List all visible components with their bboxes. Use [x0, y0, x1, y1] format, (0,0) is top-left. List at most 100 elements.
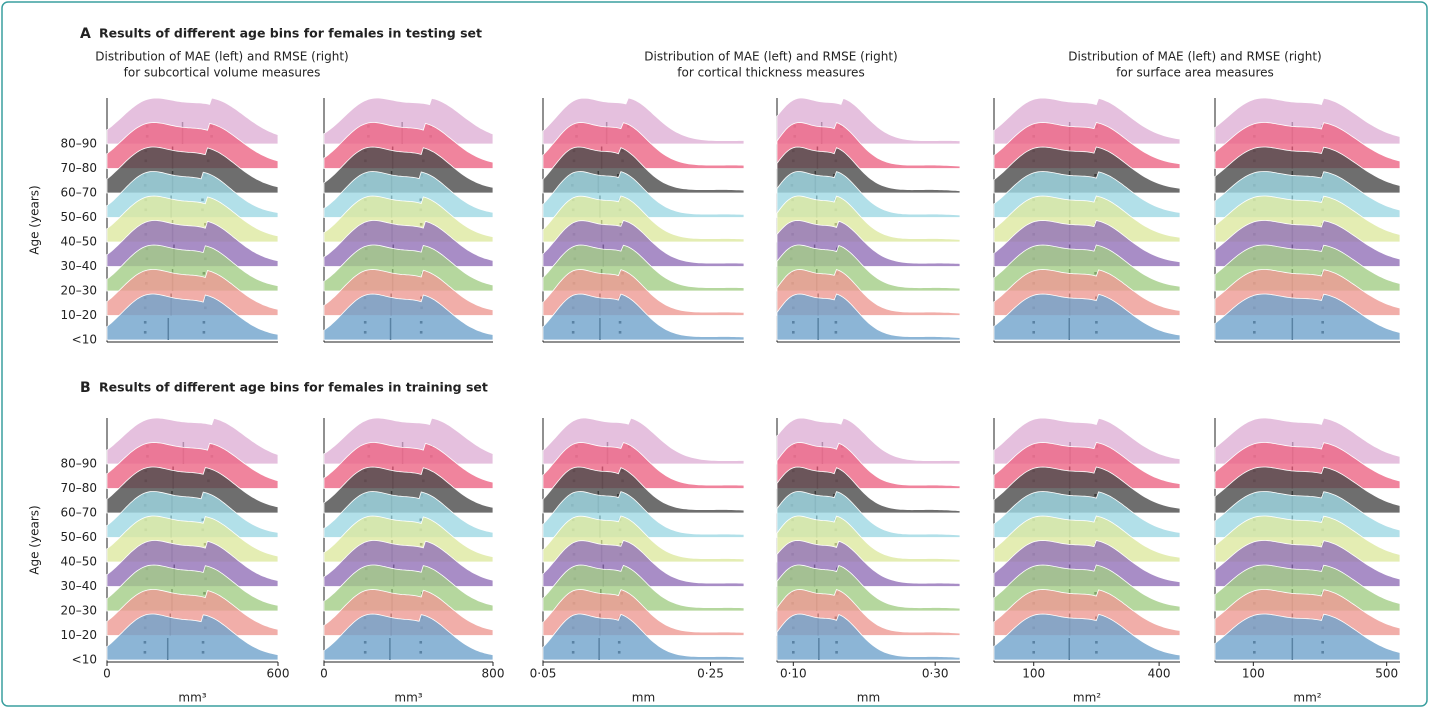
- section-title: Results of different age bins for female…: [99, 380, 488, 395]
- dot: [363, 331, 367, 334]
- y-tick-label: 70–80: [60, 481, 97, 495]
- subtitle: Distribution of MAE (left) and RMSE (rig…: [644, 50, 897, 64]
- quantile-dots: [201, 641, 205, 654]
- dot: [1095, 651, 1098, 654]
- y-tick-label: 50–60: [60, 210, 97, 224]
- quantile-dots: [617, 641, 621, 654]
- dot: [792, 331, 795, 334]
- subtitle: for subcortical volume measures: [124, 66, 321, 80]
- dot: [419, 331, 423, 334]
- ridge: [776, 293, 961, 341]
- y-tick-label: 20–30: [60, 604, 97, 618]
- dot: [617, 651, 621, 654]
- y-tick-label: 20–30: [60, 284, 97, 298]
- ridge: [323, 293, 494, 341]
- quantile-dots: [419, 321, 423, 334]
- quantile-dots: [363, 321, 367, 334]
- x-tick-label: 0·25: [697, 667, 724, 681]
- dot: [833, 174, 836, 177]
- section-title: Results of different age bins for female…: [99, 26, 482, 41]
- dot: [1321, 321, 1324, 324]
- quantile-dots: [202, 321, 206, 334]
- quantile-dots: [1253, 641, 1256, 654]
- dot: [363, 641, 367, 644]
- dot: [419, 223, 423, 226]
- dot: [143, 331, 147, 334]
- dot: [1095, 616, 1098, 620]
- dot: [834, 543, 838, 546]
- y-tick-label: 70–80: [60, 161, 97, 175]
- y-tick-label: 60–70: [60, 506, 97, 520]
- quantile-dots: [143, 641, 147, 654]
- dot: [1321, 641, 1324, 644]
- x-tick-label: 500: [1375, 667, 1398, 681]
- x-axis-label: mm³: [394, 691, 422, 705]
- quantile-dots: [571, 321, 575, 334]
- dot: [1094, 592, 1097, 595]
- dot: [571, 321, 575, 324]
- dot: [201, 651, 205, 654]
- dot: [204, 223, 207, 226]
- quantile-dots: [419, 641, 423, 654]
- quantile-dots: [1032, 641, 1036, 654]
- quantile-dots: [792, 641, 795, 654]
- quantile-dots: [835, 641, 838, 654]
- ridge: [106, 613, 279, 661]
- quantile-dots: [1095, 641, 1098, 654]
- dot: [202, 321, 206, 324]
- y-tick-label: 40–50: [60, 555, 97, 569]
- subtitle: for surface area measures: [1116, 66, 1274, 80]
- ridge: [1214, 613, 1401, 661]
- dot: [619, 543, 623, 546]
- x-tick-label: 800: [482, 667, 505, 681]
- ridge: [323, 613, 494, 661]
- dot: [619, 223, 623, 226]
- subtitle: Distribution of MAE (left) and RMSE (rig…: [1068, 50, 1321, 64]
- y-tick-label: 30–40: [60, 259, 97, 273]
- x-tick-label: 0: [103, 667, 111, 681]
- dot: [419, 641, 423, 644]
- dot: [571, 641, 575, 644]
- ridge: [542, 613, 745, 661]
- dot: [143, 641, 147, 644]
- x-axis-label: mm²: [1073, 691, 1101, 705]
- x-tick-label: 100: [1022, 667, 1045, 681]
- section-label: B: [80, 380, 91, 396]
- dot: [571, 331, 575, 334]
- quantile-dots: [1321, 321, 1324, 334]
- dot: [419, 198, 423, 202]
- dot: [363, 321, 367, 324]
- dot: [419, 518, 423, 522]
- y-tick-label: 40–50: [60, 235, 97, 249]
- dot: [1253, 641, 1256, 644]
- dot: [617, 494, 620, 497]
- y-tick-label: <10: [72, 333, 97, 347]
- ridge: [1214, 293, 1401, 341]
- y-tick-label: 80–90: [60, 457, 97, 471]
- dot: [792, 641, 795, 644]
- dot: [1032, 651, 1036, 654]
- y-tick-label: <10: [72, 653, 97, 667]
- dot: [835, 651, 838, 654]
- quantile-dots: [143, 321, 147, 334]
- x-tick-label: 600: [267, 667, 290, 681]
- dot: [618, 321, 622, 324]
- dot: [1321, 651, 1324, 654]
- dot: [203, 543, 207, 546]
- ridge: [542, 293, 745, 341]
- dot: [1321, 331, 1324, 334]
- quantile-dots: [834, 321, 838, 334]
- x-tick-label: 0·30: [922, 667, 949, 681]
- y-tick-label: 30–40: [60, 579, 97, 593]
- dot: [419, 321, 423, 324]
- dot: [202, 272, 206, 275]
- dot: [571, 651, 575, 654]
- quantile-dots: [571, 641, 575, 654]
- dot: [1032, 641, 1036, 644]
- dot: [202, 331, 206, 334]
- quantile-dots: [618, 321, 622, 334]
- y-tick-label: 60–70: [60, 186, 97, 200]
- ridge: [993, 293, 1181, 341]
- y-tick-label: 10–20: [60, 628, 97, 642]
- x-tick-label: 100: [1242, 667, 1265, 681]
